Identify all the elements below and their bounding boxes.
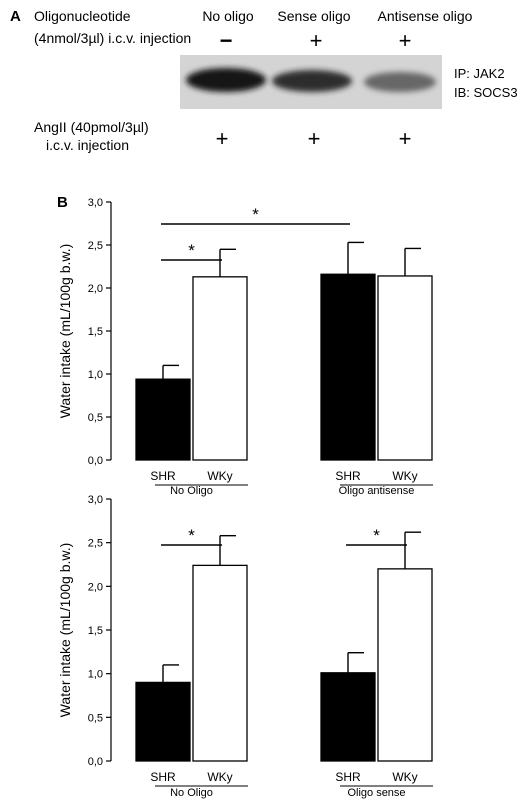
angii-sign-no-oligo: + [216,126,229,151]
column-header-antisense-oligo: Antisense oligo [378,8,473,24]
category-label: SHR [150,770,176,784]
blot-label-ib: IB: SOCS3 [454,85,518,100]
oligo-label-line2: (4nmol/3µl) i.c.v. injection [34,30,191,46]
bar [320,672,376,762]
angii-sign-sense: + [308,126,321,151]
significance-star: * [188,241,195,260]
bar [192,276,248,461]
blot-band-antisense-oligo [364,72,436,92]
category-label: WKy [392,770,417,784]
blot-band-no-oligo [186,68,266,92]
chart-bottom: 0,0 0,5 1,0 1,5 2,0 2,5 3,0 Water intake (mL/10… [57,494,433,799]
oligo-sign-sense: + [310,28,323,53]
significance-star: * [188,526,195,545]
y-axis-label: Water intake (mL/100g b.w.) [57,244,73,419]
column-header-no-oligo: No oligo [202,8,254,24]
angii-sign-antisense: + [399,126,412,151]
category-label: WKy [392,469,417,483]
panel-b-letter: B [57,194,68,211]
bar [377,568,433,762]
bar [377,275,433,461]
panel-a-letter: A [10,8,21,25]
oligo-sign-antisense: + [399,28,412,53]
group-label: Oligo antisense [339,485,415,497]
group-label: No Oligo [170,485,213,497]
blot-label-ip: IP: JAK2 [454,66,505,81]
column-header-sense-oligo: Sense oligo [277,8,350,24]
bar [320,273,376,461]
y-tick-label: 1,0 [88,669,103,681]
y-axis-label: Water intake (mL/100g b.w.) [57,543,73,718]
western-blot-image [180,55,442,109]
chart-top: 0,0 0,5 1,0 1,5 2,0 2,5 3,0 Water intake (mL/10… [57,197,433,497]
y-tick-label: 2,5 [88,538,103,550]
category-label: SHR [150,469,176,483]
y-tick-label: 0,0 [88,455,103,467]
oligo-label-line1: Oligonucleotide [34,8,131,24]
y-tick-label: 0,5 [88,712,103,724]
category-label: SHR [335,770,361,784]
group-label: Oligo sense [347,787,405,799]
y-tick-label: 3,0 [88,494,103,506]
category-label: SHR [335,469,361,483]
y-tick-label: 0,5 [88,412,103,424]
blot-band-sense-oligo [272,70,352,92]
y-tick-label: 1,5 [88,326,103,338]
y-tick-label: 1,5 [88,625,103,637]
angii-label-line2: i.c.v. injection [46,137,129,153]
bar [135,681,191,762]
y-tick-label: 2,5 [88,240,103,252]
y-tick-label: 2,0 [88,581,103,593]
angii-label-line1: AngII (40pmol/3µl) [34,119,149,135]
category-label: WKy [207,770,232,784]
group-label: No Oligo [170,787,213,799]
y-tick-label: 3,0 [88,197,103,209]
y-tick-label: 0,0 [88,756,103,768]
y-tick-label: 2,0 [88,283,103,295]
bar [135,378,191,461]
y-tick-label: 1,0 [88,369,103,381]
significance-star: * [373,526,380,545]
bar [192,564,248,762]
category-label: WKy [207,469,232,483]
oligo-sign-no-oligo: − [220,28,233,53]
significance-star: * [252,205,259,224]
